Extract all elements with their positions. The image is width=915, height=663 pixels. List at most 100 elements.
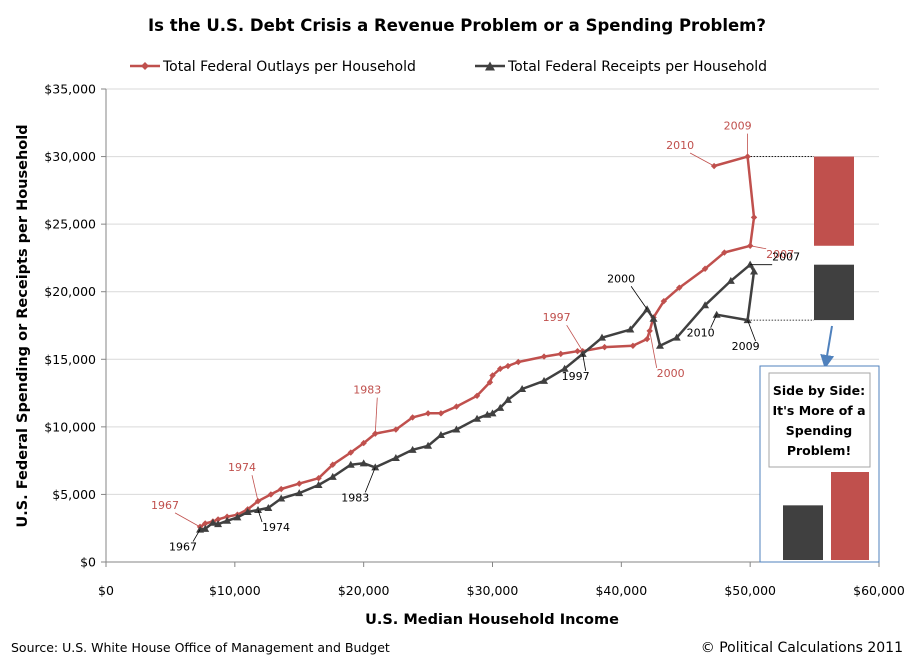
x-tick-label: $40,000 — [595, 583, 647, 598]
receipts-point — [496, 403, 505, 411]
receipts-point — [598, 333, 607, 341]
outlays-year-label: 1974 — [228, 461, 256, 474]
callout: Side by Side: It's More of a Spending Pr… — [759, 325, 880, 563]
outlays-point — [392, 426, 400, 433]
outlays-point — [721, 249, 728, 256]
outlays-year-label: 1967 — [151, 499, 179, 512]
outlays-line — [199, 155, 756, 528]
outlays-year-leader — [174, 512, 201, 528]
receipts-year-label: 2010 — [687, 327, 715, 340]
receipts-point — [436, 430, 445, 438]
x-tick-label: $20,000 — [338, 583, 390, 598]
receipts-point — [712, 310, 721, 318]
outlays-year-label: 1983 — [353, 384, 381, 397]
receipts-point — [726, 276, 735, 284]
receipts-year-leader — [582, 353, 587, 371]
outlays-point — [409, 414, 416, 421]
receipts-point — [328, 472, 337, 480]
outlays-point — [676, 284, 683, 291]
outlays-year-leader — [374, 397, 378, 434]
receipts-point — [201, 524, 210, 532]
receipts-year-leader — [747, 319, 756, 342]
outlays-year-label: 2000 — [657, 367, 685, 380]
callout-receipts-bar — [783, 505, 823, 560]
receipts-point — [488, 409, 497, 417]
outlays-year-label: 2007 — [766, 248, 794, 261]
receipts-year-leader — [364, 467, 376, 493]
outlays-point — [347, 449, 354, 456]
receipts-point — [371, 463, 380, 471]
receipts-year-label: 2009 — [732, 340, 760, 353]
outlays-year-leader — [566, 324, 584, 352]
y-tick-labels: $0 $5,000 $10,000 $15,000 $20,000 $25,000 $30,… — [44, 82, 96, 570]
receipts-point — [295, 489, 304, 497]
callout-line-2: It's More of a — [772, 403, 865, 418]
callout-line-3: Spending — [786, 423, 852, 438]
outlays-point — [315, 475, 322, 482]
outlays-point — [601, 343, 608, 351]
receipts-point — [672, 333, 681, 341]
receipts-point — [518, 385, 527, 393]
outlays-point — [267, 491, 275, 498]
x-tick-label: $60,000 — [853, 583, 905, 598]
outlays-point — [515, 358, 522, 366]
receipts-point — [503, 395, 512, 403]
receipts-point — [391, 453, 400, 461]
source-note: Source: U.S. White House Office of Manag… — [11, 640, 390, 655]
y-tick-label: $30,000 — [44, 149, 96, 164]
outlays-point — [202, 520, 209, 527]
y-tick-label: $25,000 — [44, 217, 96, 232]
y-tick-label: $0 — [80, 555, 96, 570]
outlays-year-leader — [251, 475, 259, 502]
x-tick-label: $0 — [98, 583, 114, 598]
outlays-point — [473, 392, 481, 399]
outlays-point — [214, 516, 222, 523]
outlays-point — [540, 353, 548, 360]
outlays-year-leader — [689, 152, 715, 167]
outlays-point — [746, 242, 754, 249]
outlays-point — [497, 365, 504, 372]
outlays-point — [223, 513, 231, 520]
outlays-point — [489, 372, 496, 379]
receipts-point — [649, 314, 658, 322]
receipts-point — [560, 364, 569, 372]
outlays-point — [486, 379, 494, 386]
outlays-point — [424, 410, 432, 417]
receipts-year-leader — [630, 286, 648, 310]
receipts-year-leader — [257, 509, 263, 523]
outlays-point — [437, 410, 445, 417]
receipts-point — [208, 518, 217, 526]
receipts-year-label: 1974 — [262, 521, 290, 534]
receipts-point — [452, 425, 461, 433]
receipts-year-leader — [192, 529, 201, 542]
outlays-point — [660, 297, 668, 305]
legend: Total Federal Outlays per Household Tota… — [130, 59, 767, 75]
outlays-point — [643, 335, 651, 343]
receipts-point — [277, 494, 286, 502]
outlays-point — [254, 497, 262, 505]
outlays-year-label: 2009 — [724, 120, 752, 133]
outlays-point — [557, 350, 564, 358]
outlays-point — [360, 439, 367, 447]
outlays-range-bar — [814, 156, 854, 246]
y-tick-label: $10,000 — [44, 419, 96, 434]
receipts-point — [473, 414, 482, 422]
callout-arrow — [820, 325, 835, 369]
callout-line-1: Side by Side: — [773, 383, 865, 398]
outlays-point — [629, 342, 637, 349]
receipts-point — [214, 520, 223, 528]
outlays-year-label: 2010 — [666, 139, 694, 152]
x-tick-label: $50,000 — [724, 583, 776, 598]
receipts-point — [578, 349, 587, 357]
receipts-point — [750, 267, 759, 275]
copyright-note: © Political Calculations 2011 — [701, 640, 903, 656]
receipts-point — [264, 503, 273, 511]
receipts-year-label: 2000 — [607, 272, 635, 285]
outlays-point — [296, 480, 303, 487]
y-tick-label: $20,000 — [44, 284, 96, 299]
receipts-point — [223, 516, 232, 524]
receipts-point — [701, 301, 710, 309]
y-tick-label: $5,000 — [52, 487, 96, 502]
receipts-point — [408, 445, 417, 453]
